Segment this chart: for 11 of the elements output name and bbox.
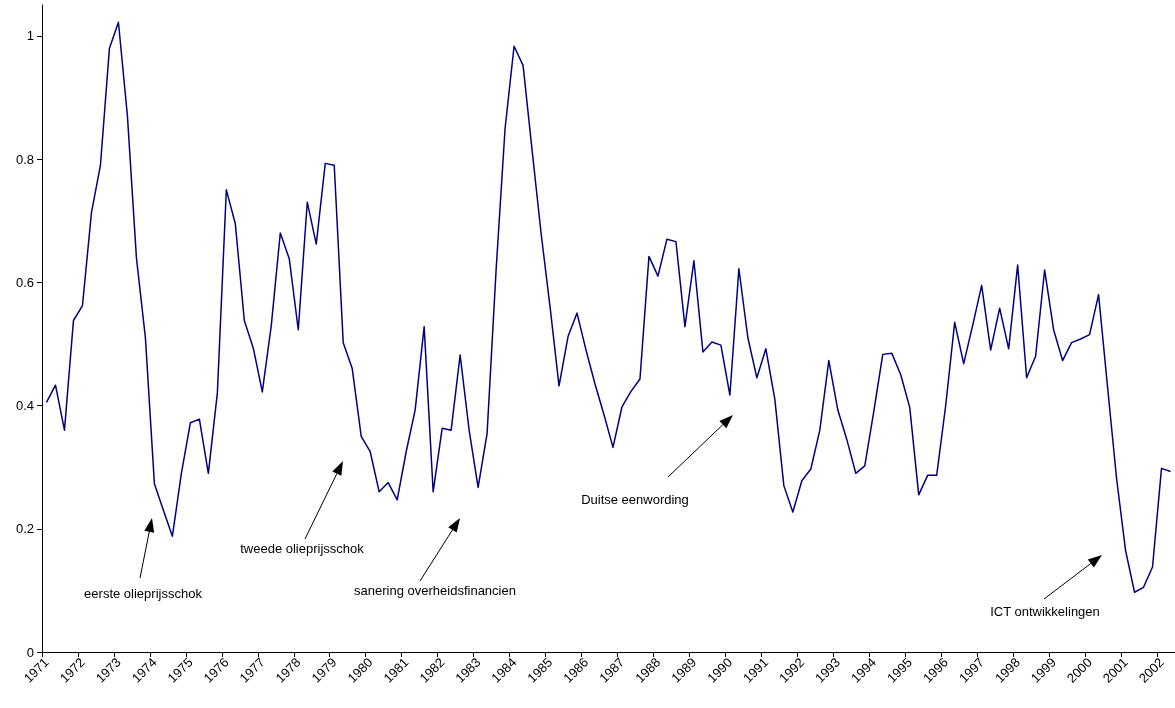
- annotation: eerste olieprijsschok: [84, 585, 203, 601]
- annotation: Duitse eenwording: [581, 491, 689, 507]
- y-tick-label: 0.6: [15, 274, 34, 290]
- annotation: sanering overheidsfinancien: [354, 582, 516, 598]
- y-tick-label: 0: [26, 644, 34, 660]
- y-tick-label: 0.8: [15, 151, 34, 167]
- y-tick-label: 0.2: [15, 521, 34, 537]
- annotation: ICT ontwikkelingen: [990, 603, 1100, 619]
- y-tick-label: 0.4: [15, 398, 34, 414]
- annotation: tweede olieprijsschok: [240, 540, 365, 556]
- y-tick-label: 1: [26, 28, 34, 44]
